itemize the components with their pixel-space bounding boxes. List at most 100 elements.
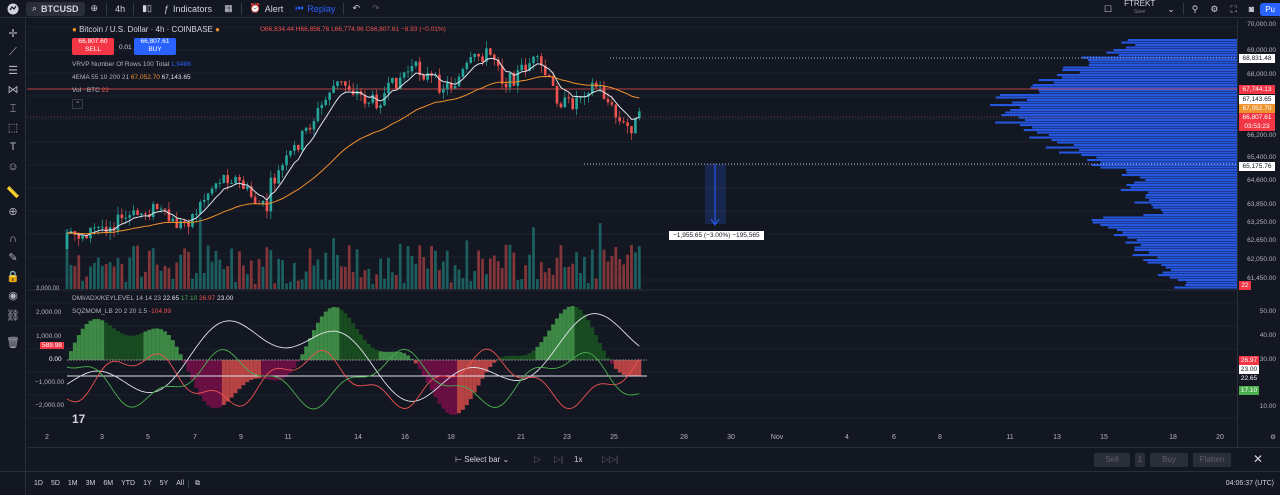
publish-button[interactable]: Pu	[1260, 2, 1280, 16]
crosshair-icon[interactable]: ✛	[8, 28, 18, 40]
snapshot-button[interactable]: ◙	[1243, 0, 1260, 18]
speed-button[interactable]: 1x	[574, 455, 583, 464]
volume-bar	[155, 264, 159, 289]
ema-value-2: 67,143.65	[161, 74, 191, 81]
indicators-button[interactable]: ƒ Indicators	[158, 0, 218, 18]
play-button[interactable]: ▷	[534, 454, 541, 464]
replay-icon: ⏮	[295, 3, 304, 13]
range-ytd[interactable]: YTD	[121, 480, 136, 487]
momentum-bar	[613, 360, 618, 369]
undo-button[interactable]: ↶	[346, 0, 366, 18]
layout-name[interactable]: FTREKT Save	[1118, 0, 1161, 18]
fullscreen-toggle[interactable]: ☐	[1098, 0, 1118, 18]
sqz-legend: SQZMOM_LB 20 2 20 1.5 -104.99	[72, 308, 171, 315]
chevron-down-icon[interactable]: ⌄	[1167, 3, 1175, 14]
profile-bar	[1019, 106, 1237, 109]
link-icon[interactable]: ⛓	[6, 310, 20, 322]
sell-button[interactable]: 66,807.60 SELL	[72, 38, 114, 55]
price-axis[interactable]: 70,000.00 69,000.00 68,831.48 68,000.00 …	[1237, 19, 1280, 447]
volume-bar	[179, 254, 183, 289]
jump-to-realtime-button[interactable]: ▷▷|	[602, 454, 619, 464]
step-forward-button[interactable]: ▷|	[554, 454, 564, 464]
volume-bar	[308, 248, 312, 289]
clock-label[interactable]: 04:06:37 (UTC)	[1225, 480, 1274, 487]
profile-bar	[1130, 186, 1237, 189]
volume-bar	[191, 278, 194, 289]
collapse-legend-button[interactable]: ⌃	[72, 99, 84, 109]
candle-body	[402, 72, 406, 78]
chart-type-button[interactable]: ▮▯	[136, 0, 158, 18]
volume-bar	[69, 264, 73, 289]
select-bar-button[interactable]: ⊢ Select bar ⌄	[455, 455, 509, 464]
profile-bar	[1125, 169, 1237, 172]
redo-button[interactable]: ↷	[366, 0, 386, 18]
replay-sell-button[interactable]: Sell	[1094, 453, 1130, 467]
candle-body	[144, 213, 147, 215]
momentum-bar	[617, 360, 622, 373]
fib-icon[interactable]: ☰	[8, 65, 18, 77]
settings-gear-icon[interactable]: ⚙	[1270, 434, 1276, 441]
volume-bar	[626, 254, 629, 289]
range-3m[interactable]: 3M	[85, 480, 96, 487]
candle-body	[206, 193, 210, 201]
volume-bar	[394, 274, 398, 289]
profile-bar	[1018, 116, 1237, 119]
candle-body	[634, 118, 637, 134]
ruler-icon[interactable]: 📏	[6, 187, 20, 199]
replay-buy-button[interactable]: Buy	[1150, 453, 1188, 467]
candle-body	[543, 65, 547, 76]
forecast-icon[interactable]: ⌶	[9, 103, 17, 115]
candle-body	[422, 75, 426, 80]
text-tool-icon[interactable]: T	[9, 141, 17, 153]
goto-date-icon[interactable]: ⧉	[188, 479, 204, 488]
momentum-bar	[237, 360, 242, 389]
range-6m[interactable]: 6M	[103, 480, 114, 487]
profile-bar	[1005, 111, 1237, 114]
magnet-icon[interactable]: ∩	[9, 233, 17, 245]
zoom-in-icon[interactable]: ⊕	[8, 206, 18, 218]
pencil-lock-icon[interactable]: ✎	[8, 252, 18, 264]
logo-icon[interactable]	[0, 0, 26, 18]
pattern-icon[interactable]: ⋈	[7, 84, 19, 96]
volume-bar	[410, 255, 414, 289]
quantity-field[interactable]: 1	[1135, 453, 1145, 467]
settings-button[interactable]: ⚙	[1204, 0, 1224, 18]
emoji-icon[interactable]: ☺	[7, 161, 19, 173]
range-1y[interactable]: 1Y	[143, 480, 152, 487]
oscillator-pane	[66, 306, 647, 415]
volume-bar	[500, 268, 504, 289]
layouts-button[interactable]: ▦	[218, 0, 239, 18]
compare-button[interactable]: ⊕	[85, 0, 105, 18]
quick-search-button[interactable]: ⚲	[1186, 0, 1205, 18]
trash-icon[interactable]: 🗑	[6, 337, 20, 349]
range-1d[interactable]: 1D	[34, 480, 43, 487]
volume-label: Vol · BTC	[72, 87, 100, 94]
range-1m[interactable]: 1M	[67, 480, 78, 487]
interval-button[interactable]: 4h	[109, 0, 131, 18]
volume-bar	[375, 274, 379, 289]
price-chart[interactable]: 2 3 5 7 9 11 14 16 18 21 23 25 28 30 Nov 4 6 8 11 13 15 18 20	[27, 19, 1237, 447]
time-tick: 6	[892, 434, 896, 441]
symbol-search[interactable]: ⌕ BTCUSD	[26, 1, 85, 16]
lock-icon[interactable]: 🔒	[6, 271, 20, 283]
range-5d[interactable]: 5D	[50, 480, 60, 487]
buy-button[interactable]: 66,807.61 BUY	[134, 38, 176, 55]
momentum-bar	[135, 334, 140, 360]
momentum-bar	[257, 360, 262, 379]
close-icon[interactable]: ✕	[1253, 452, 1264, 466]
momentum-bar	[198, 360, 203, 396]
candlesticks	[65, 41, 641, 250]
trendline-icon[interactable]: ⟋	[9, 46, 17, 58]
ema-lines	[66, 57, 640, 237]
replay-button[interactable]: ⏮ Replay	[289, 0, 341, 18]
range-5y[interactable]: 5Y	[159, 480, 169, 487]
buy-label: BUY	[148, 46, 162, 53]
range-all[interactable]: All	[176, 480, 185, 487]
alert-button[interactable]: ⏰ Alert	[244, 0, 290, 18]
measure-tool-icon[interactable]: ⬚	[7, 122, 19, 134]
eye-icon[interactable]: ◉	[8, 290, 18, 302]
flatten-button[interactable]: Flatten	[1193, 453, 1231, 467]
momentum-bar	[335, 307, 340, 360]
adx-line	[66, 313, 640, 402]
fullscreen-button[interactable]: ⛶	[1224, 0, 1242, 18]
